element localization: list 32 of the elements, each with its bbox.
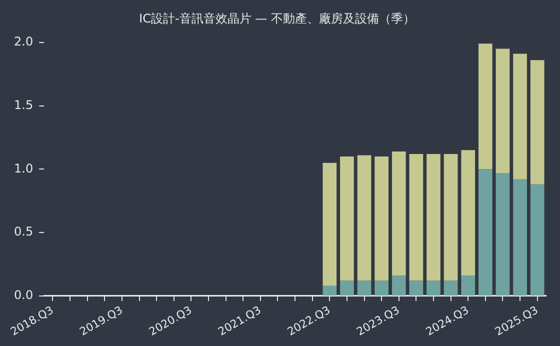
bar — [374, 280, 388, 296]
bar — [426, 154, 440, 281]
bar — [392, 276, 406, 296]
bar — [478, 44, 492, 170]
bar — [409, 154, 424, 281]
bar — [496, 48, 510, 173]
y-tick-label: 2.0 — [14, 34, 34, 49]
bar — [340, 280, 354, 296]
bar — [357, 280, 372, 296]
y-tick-label: 1.5 — [14, 98, 34, 112]
bar — [409, 280, 424, 296]
bar — [444, 280, 458, 296]
bar — [392, 151, 406, 276]
bar — [513, 179, 527, 296]
bar — [444, 154, 458, 281]
bar — [513, 54, 527, 180]
y-tick-label: 0.0 — [14, 288, 34, 302]
bar — [374, 156, 388, 281]
bar — [496, 173, 510, 296]
bar — [322, 286, 337, 296]
bar — [530, 60, 544, 184]
bar — [461, 150, 476, 276]
chart-title: IC設計-音訊音效晶片 — 不動產、廠房及設備（季） — [139, 11, 415, 26]
bar — [530, 184, 544, 296]
bar — [461, 276, 476, 296]
y-tick-label: 0.5 — [14, 224, 34, 239]
bar — [340, 156, 354, 281]
bar — [357, 155, 372, 281]
bar — [426, 280, 440, 296]
y-tick-label: 1.0 — [14, 161, 34, 176]
bar — [322, 162, 337, 286]
bar — [478, 169, 492, 296]
